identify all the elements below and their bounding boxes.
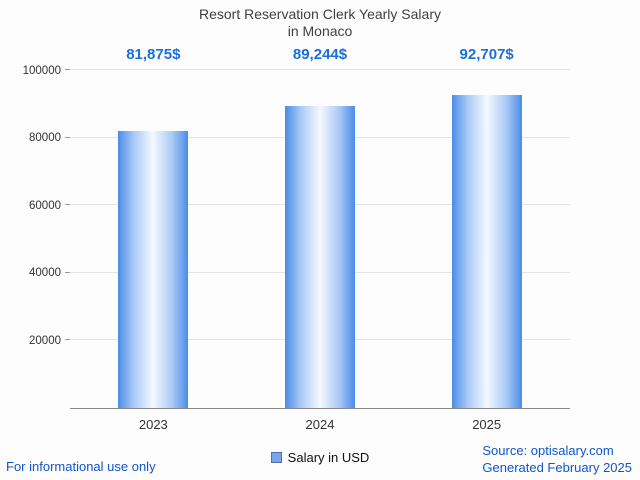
legend-label: Salary in USD	[287, 450, 370, 465]
bar-value-label-2024: 89,244$	[292, 46, 348, 63]
legend-marker-icon	[270, 452, 282, 463]
bar-2025[interactable]	[451, 94, 522, 408]
y-tick-label-100000: 100000	[22, 64, 61, 77]
y-tick-mark-80000	[65, 136, 70, 138]
chart-title: Resort Reservation Clerk Yearly Salary i…	[0, 6, 640, 40]
x-tick-label-2024: 2024	[305, 417, 335, 432]
source-block: Source: optisalary.com Generated Februar…	[482, 442, 632, 476]
x-tick-label-2025: 2025	[472, 417, 502, 432]
x-tick-label-2023: 2023	[138, 417, 168, 432]
y-tick-label-40000: 40000	[29, 267, 61, 280]
bar-2023[interactable]	[118, 131, 189, 408]
y-tick-label-60000: 60000	[29, 199, 61, 212]
y-tick-mark-100000	[65, 69, 70, 70]
source-link[interactable]: Source: optisalary.com	[482, 443, 614, 458]
bar-value-label-2025: 92,707$	[459, 46, 514, 63]
chart-title-line2: in Monaco	[287, 23, 353, 39]
bar-2024[interactable]	[285, 106, 355, 408]
y-tick-mark-20000	[65, 339, 70, 341]
y-tick-mark-60000	[65, 204, 70, 206]
chart-title-line1: Resort Reservation Clerk Yearly Salary	[199, 6, 441, 22]
plot-area: 20000 40000 60000 80000 100000 81,875$ 2023 89,…	[23, 46, 570, 432]
y-tick-label-20000: 20000	[29, 334, 61, 347]
gridline-100000	[70, 69, 570, 70]
chart-legend: Salary in USD	[0, 450, 640, 466]
y-tick-label-80000: 80000	[29, 132, 61, 145]
generated-date: Generated February 2025	[482, 460, 632, 475]
y-tick-mark-40000	[65, 271, 70, 273]
bar-value-label-2023: 81,875$	[126, 46, 181, 63]
disclaimer-text: For informational use only	[6, 459, 156, 474]
